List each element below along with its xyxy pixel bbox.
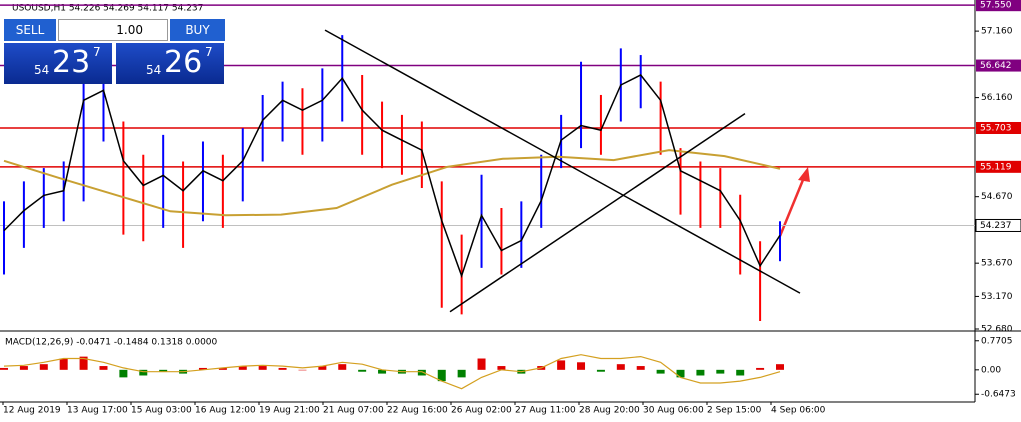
bid-prefix: 54 xyxy=(34,63,50,77)
macd-bar xyxy=(577,362,586,370)
macd-bar xyxy=(198,367,207,370)
bid-main: 23 xyxy=(52,45,91,80)
x-tick-label: 26 Aug 02:00 xyxy=(451,406,512,416)
y-tick-label: 53.170 xyxy=(981,292,1013,302)
y-tick-label: 52.680 xyxy=(981,325,1013,335)
level-label: 55.119 xyxy=(980,162,1012,172)
level-label-bg xyxy=(976,0,1021,12)
macd-bar xyxy=(616,364,625,370)
macd-y-tick-label: 0.00 xyxy=(981,365,1001,375)
x-tick-label: 13 Aug 17:00 xyxy=(67,406,128,416)
bid-quote[interactable]: 54 23 7 xyxy=(4,43,112,84)
arrow-head xyxy=(798,167,810,182)
macd-bar xyxy=(298,369,307,371)
macd-bar xyxy=(696,369,705,376)
macd-bar xyxy=(636,366,645,370)
x-tick-label: 4 Sep 06:00 xyxy=(771,406,826,416)
x-tick-label: 27 Aug 11:00 xyxy=(515,406,576,416)
macd-bar xyxy=(378,369,387,374)
macd-bar xyxy=(0,367,8,370)
ma-fast-line xyxy=(3,74,781,279)
macd-bar xyxy=(656,369,665,374)
macd-bar xyxy=(139,369,148,376)
chart-title: USOUSD,H1 54.226 54.269 54.117 54.237 xyxy=(12,4,203,14)
buy-button[interactable]: BUY xyxy=(170,19,225,41)
y-tick-label: 57.160 xyxy=(981,27,1013,37)
macd-bar xyxy=(278,367,287,370)
x-tick-label: 22 Aug 16:00 xyxy=(387,406,448,416)
macd-title: MACD(12,26,9) -0.0471 -0.1484 0.1318 0.0… xyxy=(5,338,218,348)
sell-button[interactable]: SELL xyxy=(4,19,56,41)
macd-bar xyxy=(338,364,347,370)
ask-pip: 7 xyxy=(205,45,213,59)
macd-y-tick-label: 0.7705 xyxy=(981,336,1013,346)
macd-bar xyxy=(676,369,685,378)
macd-bar xyxy=(557,360,566,370)
x-tick-label: 28 Aug 20:00 xyxy=(579,406,640,416)
level-label: 55.703 xyxy=(980,123,1012,133)
ask-quote[interactable]: 54 26 7 xyxy=(116,43,224,84)
macd-bar xyxy=(318,366,327,370)
macd-y-tick-label: -0.6473 xyxy=(981,390,1016,400)
macd-bar xyxy=(79,356,88,370)
macd-bar xyxy=(218,367,227,370)
macd-bar xyxy=(238,366,247,370)
y-tick-label: 56.160 xyxy=(981,93,1013,103)
macd-bar xyxy=(477,358,486,370)
macd-bar xyxy=(258,366,267,370)
volume-input[interactable]: 1.00 xyxy=(58,19,168,41)
macd-bar xyxy=(736,369,745,376)
macd-bar xyxy=(716,369,725,374)
macd-bar xyxy=(437,369,446,382)
ask-main: 26 xyxy=(164,45,203,80)
macd-bar xyxy=(59,358,68,370)
trend-line xyxy=(449,112,746,313)
y-tick-label: 54.670 xyxy=(981,192,1013,202)
macd-bar xyxy=(19,366,28,370)
level-label-bg xyxy=(975,218,1021,232)
macd-bar xyxy=(119,369,128,378)
x-tick-label: 16 Aug 12:00 xyxy=(195,406,256,416)
level-label: 54.237 xyxy=(980,221,1012,231)
level-label-bg xyxy=(976,160,1021,173)
ask-prefix: 54 xyxy=(146,63,162,77)
bid-pip: 7 xyxy=(93,45,101,59)
x-tick-label: 30 Aug 06:00 xyxy=(643,406,704,416)
ma-slow-line xyxy=(3,149,781,217)
y-tick-label: 53.670 xyxy=(981,259,1013,269)
macd-bar xyxy=(39,364,48,370)
level-label-bg xyxy=(976,121,1021,134)
macd-bar xyxy=(776,364,784,370)
macd-bar xyxy=(756,367,765,370)
macd-signal-line xyxy=(3,354,781,390)
macd-bar xyxy=(99,366,108,370)
macd-bar xyxy=(159,369,168,372)
x-tick-label: 21 Aug 07:00 xyxy=(323,406,384,416)
trade-panel: SELL 1.00 BUY 54 23 7 54 26 7 xyxy=(4,19,225,85)
x-tick-label: 15 Aug 03:00 xyxy=(131,406,192,416)
macd-bar xyxy=(497,366,506,370)
x-tick-label: 12 Aug 2019 xyxy=(3,406,61,416)
x-tick-label: 19 Aug 21:00 xyxy=(259,406,320,416)
trend-line xyxy=(324,29,801,294)
level-label: 57.550 xyxy=(980,1,1012,11)
x-tick-label: 2 Sep 15:00 xyxy=(707,406,762,416)
level-label-bg xyxy=(976,59,1021,72)
macd-bar xyxy=(358,369,367,372)
macd-bar xyxy=(417,369,426,376)
level-label: 56.642 xyxy=(980,61,1012,71)
macd-bar xyxy=(457,369,466,378)
macd-bar xyxy=(596,369,605,372)
